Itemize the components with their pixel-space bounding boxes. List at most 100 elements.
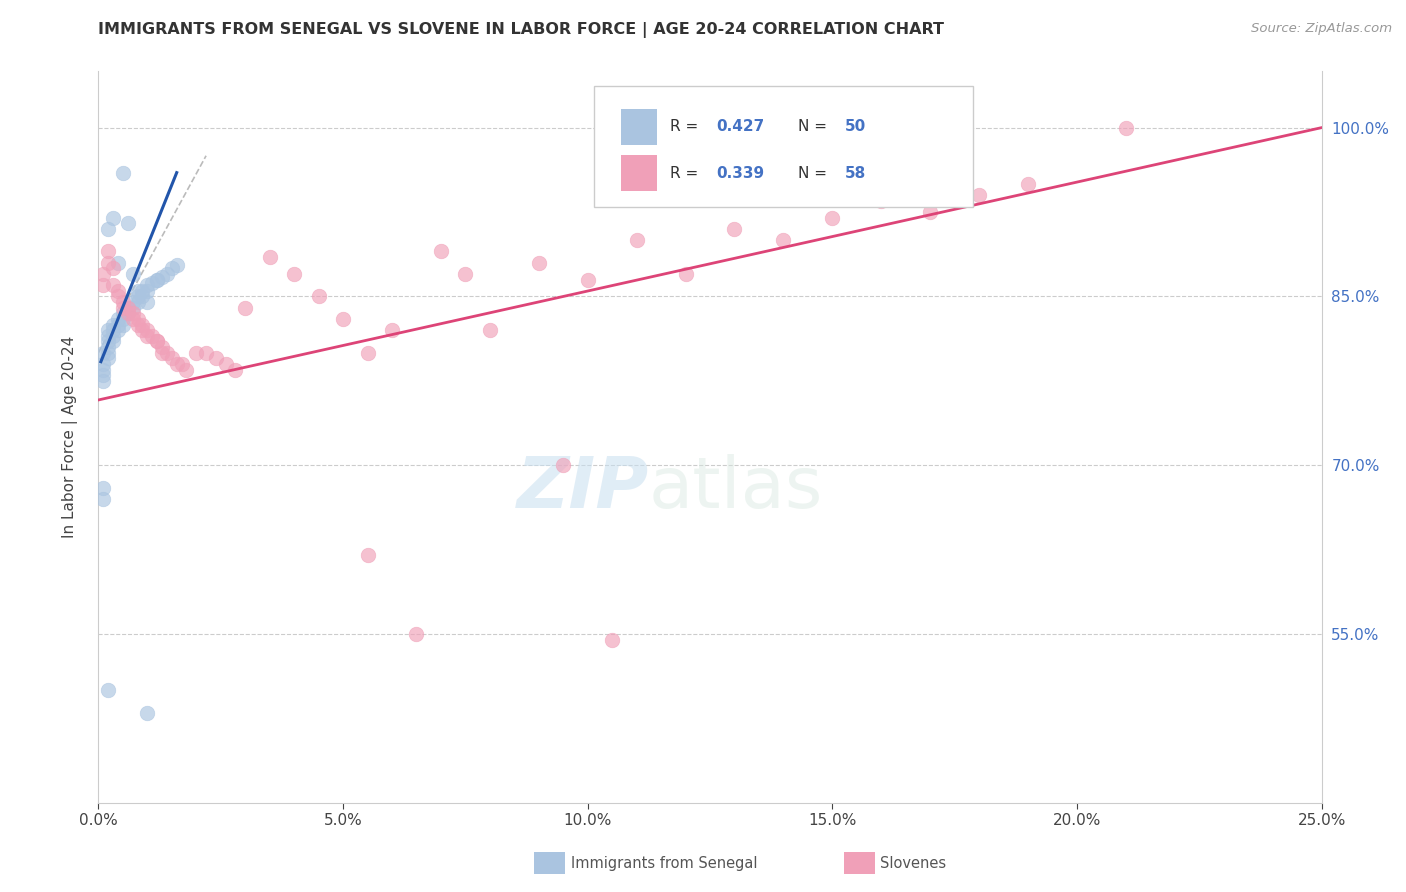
Point [107,284,129,298]
Point [107,255,129,269]
Point [107,289,129,303]
Point [146,272,169,286]
Point [308,289,330,303]
Point [121,267,143,281]
Text: 50: 50 [845,120,866,135]
Point [356,548,378,562]
Point [136,706,159,720]
Point [454,267,477,281]
Point [224,362,246,376]
FancyBboxPatch shape [593,86,973,207]
Point [160,261,183,276]
Point [136,278,159,293]
Point [205,351,228,366]
Text: N =: N = [799,166,832,180]
Point [91,278,114,293]
Point [127,312,149,326]
Point [381,323,404,337]
Point [136,295,159,310]
Point [97,340,120,354]
Point [101,261,124,276]
Point [675,267,697,281]
Point [166,357,188,371]
Point [97,244,120,259]
Point [150,345,173,359]
Point [131,318,153,332]
Point [97,683,120,698]
Point [91,345,114,359]
Point [91,481,114,495]
Point [430,244,453,259]
Point [117,301,139,315]
Point [131,284,153,298]
Text: R =: R = [669,120,703,135]
Point [821,211,844,225]
Bar [620,155,658,191]
Point [91,368,114,383]
Point [117,216,139,230]
Text: 58: 58 [845,166,866,180]
Point [97,323,120,337]
Point [141,276,163,290]
Point [600,632,623,647]
Point [117,306,139,320]
Point [1115,120,1137,135]
Point [772,233,794,247]
Point [107,323,129,337]
Point [214,357,236,371]
Point [107,318,129,332]
Point [626,233,648,247]
Point [91,362,114,376]
Point [576,272,599,286]
Point [920,205,942,219]
Point [91,267,114,281]
Point [332,312,354,326]
Point [101,323,124,337]
Point [146,334,169,349]
Text: N =: N = [799,120,832,135]
Point [150,270,173,285]
Point [121,301,143,315]
Point [356,345,378,359]
Point [121,295,143,310]
Point [527,255,550,269]
Point [101,328,124,343]
Point [97,328,120,343]
Point [967,188,990,202]
Point [553,458,575,473]
Point [111,301,134,315]
Point [107,312,129,326]
Point [101,334,124,349]
Bar [620,110,658,145]
Point [146,272,169,286]
Point [723,222,745,236]
Point [111,295,134,310]
Point [283,267,305,281]
Point [121,312,143,326]
Point [131,289,153,303]
Text: 0.427: 0.427 [716,120,765,135]
Point [97,255,120,269]
Point [91,357,114,371]
Point [166,258,188,272]
Point [127,318,149,332]
Point [1017,177,1039,191]
Text: R =: R = [669,166,703,180]
Text: ZIP: ZIP [516,454,650,523]
Point [91,491,114,506]
Point [156,345,179,359]
Point [478,323,501,337]
Point [111,166,134,180]
Point [101,278,124,293]
Point [91,374,114,388]
Text: 0.339: 0.339 [716,166,765,180]
Point [136,323,159,337]
Point [150,340,173,354]
Point [101,318,124,332]
Text: Source: ZipAtlas.com: Source: ZipAtlas.com [1251,22,1392,36]
Text: IMMIGRANTS FROM SENEGAL VS SLOVENE IN LABOR FORCE | AGE 20-24 CORRELATION CHART: IMMIGRANTS FROM SENEGAL VS SLOVENE IN LA… [98,22,945,38]
Text: Immigrants from Senegal: Immigrants from Senegal [571,856,758,871]
Text: Slovenes: Slovenes [880,856,946,871]
Point [117,306,139,320]
Point [111,318,134,332]
